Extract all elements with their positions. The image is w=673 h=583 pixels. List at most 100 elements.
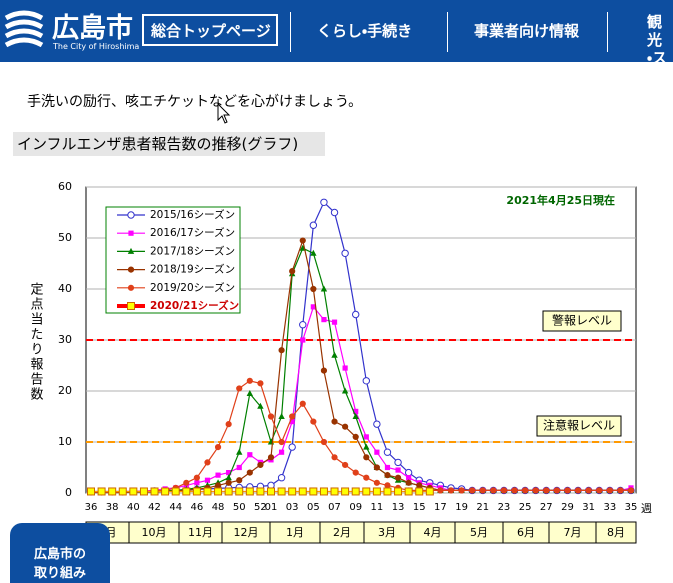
month-label: 11月: [188, 526, 213, 539]
data-point: [278, 347, 285, 354]
data-point: [246, 469, 253, 476]
data-point: [256, 487, 265, 496]
month-label: 8月: [607, 526, 625, 539]
data-point: [394, 458, 402, 467]
date-note: 2021年4月25日現在: [506, 193, 615, 207]
data-point: [310, 418, 317, 425]
x-tick-label: 09: [349, 502, 362, 513]
x-tick-label: 25: [519, 502, 532, 513]
data-point: [299, 237, 306, 244]
data-point: [108, 487, 117, 496]
x-tick-label: 48: [212, 502, 225, 513]
header: 広島市 The City of Hiroshima 総合トップページ くらし・手…: [0, 0, 673, 62]
legend-marker: [127, 266, 135, 273]
data-point: [585, 487, 592, 494]
data-point: [416, 482, 423, 489]
nav-line: 観光: [647, 13, 663, 49]
data-point: [352, 310, 360, 319]
x-tick-label: 35: [625, 502, 638, 513]
x-tick-label: 52: [254, 502, 267, 513]
month-label: 7月: [564, 526, 582, 539]
data-point: [257, 402, 264, 409]
month-label: 5月: [470, 526, 488, 539]
data-point: [362, 377, 370, 385]
data-point: [289, 413, 296, 420]
data-point: [236, 477, 243, 484]
data-point: [374, 449, 380, 455]
data-point: [236, 385, 243, 392]
x-tick-label: 13: [392, 502, 405, 513]
data-point: [351, 487, 360, 496]
x-tick-label: 31: [582, 502, 595, 513]
data-point: [362, 487, 371, 496]
data-point: [406, 475, 412, 481]
y-tick-label: 10: [58, 435, 72, 448]
nav-item[interactable]: くらし・手続き: [317, 22, 413, 40]
data-point: [341, 487, 350, 496]
data-point: [183, 479, 190, 486]
data-point: [87, 487, 95, 496]
side-line: 広島市の: [33, 547, 86, 562]
legend-label: 2016/17シーズン: [150, 226, 235, 239]
nav-item[interactable]: 事業者向け情報: [474, 22, 580, 40]
data-point: [289, 268, 296, 275]
data-point: [246, 377, 253, 384]
data-point: [204, 459, 211, 466]
y-tick-label: 30: [58, 333, 72, 346]
data-point: [522, 487, 529, 494]
data-point: [405, 479, 412, 486]
data-point: [352, 413, 359, 419]
data-point: [129, 487, 138, 496]
month-label: 12月: [234, 526, 259, 539]
legend-label: 2020/21シーズン: [150, 299, 239, 312]
data-point: [394, 474, 402, 481]
data-point: [214, 487, 223, 496]
data-point: [415, 487, 424, 496]
cursor: [217, 103, 231, 124]
logo-icon: [4, 10, 44, 48]
data-point: [330, 487, 339, 496]
logo-sub: The City of Hiroshima: [53, 42, 140, 51]
data-point: [606, 487, 613, 494]
nav-item[interactable]: 総合トップページ: [151, 22, 271, 40]
data-point: [278, 449, 285, 455]
legend-label: 2019/20シーズン: [150, 281, 235, 294]
legend-label: 2015/16シーズン: [150, 208, 235, 221]
data-point: [511, 487, 518, 494]
x-tick-label: 01: [265, 502, 278, 513]
data-point: [363, 454, 370, 461]
y-axis-label: 定点当たり報告数: [28, 282, 44, 402]
logo-text[interactable]: 広島市: [52, 13, 133, 44]
section-title: インフルエンザ患者報告数の推移(グラフ): [13, 132, 325, 156]
data-point: [246, 390, 254, 397]
month-label: 10月: [142, 526, 167, 539]
data-point: [235, 487, 244, 496]
data-point: [553, 487, 560, 494]
data-point: [225, 474, 232, 481]
side-button[interactable]: 広島市の 取り組み: [10, 523, 110, 583]
data-point: [299, 400, 306, 407]
data-point: [214, 482, 222, 489]
x-tick-label: 27: [540, 502, 553, 513]
data-point: [225, 479, 232, 486]
legend-label: 2018/19シーズン: [150, 263, 235, 276]
x-tick-label: 44: [169, 502, 182, 513]
x-tick-label: 07: [328, 502, 341, 513]
data-point: [267, 413, 275, 420]
data-point: [543, 487, 550, 494]
y-tick-label: 60: [58, 180, 72, 193]
data-point: [363, 443, 370, 450]
legend-label: 2017/18シーズン: [150, 244, 235, 257]
legend-marker: [127, 211, 135, 219]
x-tick-label: 36: [85, 502, 98, 513]
nav-item[interactable]: 観光 ・ス: [647, 13, 673, 62]
data-point: [574, 487, 582, 494]
x-tick-label: 29: [561, 502, 574, 513]
data-point: [320, 285, 328, 292]
data-point: [310, 304, 316, 310]
data-point: [372, 487, 381, 496]
data-point: [224, 487, 233, 496]
data-point: [458, 487, 465, 494]
